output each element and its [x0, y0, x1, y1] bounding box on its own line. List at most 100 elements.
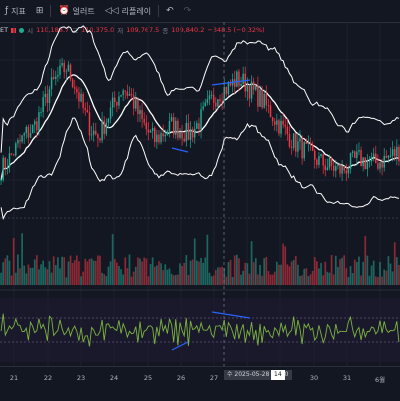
volume-bar: [231, 277, 234, 285]
candle-body: [286, 126, 289, 135]
candle-body: [57, 74, 59, 77]
high-value: 110,375.0: [81, 26, 115, 34]
candle-body: [244, 73, 246, 92]
volume-bar: [145, 258, 148, 285]
volume-bar: [94, 260, 97, 285]
candle-body: [217, 99, 219, 107]
redo-button[interactable]: ↷: [179, 0, 197, 22]
volume-bar: [172, 275, 175, 285]
undo-icon: ↶: [166, 6, 174, 16]
volume-bar: [65, 277, 68, 285]
volume-bar: [124, 257, 127, 285]
volume-bar: [31, 267, 34, 285]
volume-bar: [134, 266, 137, 285]
candle-body: [210, 94, 213, 96]
candle-body: [320, 153, 322, 157]
volume-bar: [301, 275, 303, 285]
candle-body: [215, 102, 217, 107]
low-value: 109,767.5: [126, 26, 160, 34]
candle-body: [240, 83, 242, 87]
volume-bar: [311, 270, 314, 285]
volume-bar: [0, 272, 2, 285]
alert-button[interactable]: ⏰ 얼러트: [53, 0, 99, 22]
candle-body: [122, 90, 124, 96]
candle-body: [46, 93, 49, 104]
candle-body: [107, 118, 110, 123]
replay-label: 리플레이: [121, 6, 152, 16]
candle-body: [34, 121, 36, 125]
volume-bar: [143, 257, 146, 285]
candle-body: [82, 94, 84, 109]
volume-bar: [282, 243, 284, 285]
volume-bar: [227, 262, 230, 285]
bollinger-bands: [0, 25, 400, 221]
candle-body: [80, 94, 82, 102]
volume-bar: [191, 259, 194, 285]
change-value: −348.5 (−0.32%): [207, 26, 265, 34]
candle-body: [160, 133, 162, 143]
volume-bar: [210, 276, 213, 285]
candle-body: [324, 165, 326, 171]
candle-body: [330, 157, 333, 166]
candle-body: [242, 73, 244, 84]
volume-bar: [92, 260, 95, 285]
alarm-clock-icon: ⏰: [58, 6, 70, 16]
candle-body: [194, 128, 196, 138]
candle-body: [52, 76, 55, 79]
price-chart[interactable]: [0, 0, 400, 366]
candle-body: [250, 81, 253, 99]
volume-bar: [261, 275, 263, 285]
volume-bar: [46, 269, 49, 285]
time-axis[interactable]: 21 22 23 24 25 26 27 30 31 6월 수 2025-05-28 03:00 …: [0, 366, 400, 401]
candle-body: [164, 134, 166, 137]
time-axis-label: 6월: [374, 376, 386, 384]
volume-bar: [6, 255, 9, 285]
candle-body: [187, 122, 190, 140]
replay-button[interactable]: ◁◁ 리플레이: [100, 0, 156, 22]
candle-body: [128, 93, 131, 96]
candle-body: [101, 120, 103, 141]
candle-body: [71, 79, 74, 88]
volume-bar: [105, 276, 108, 285]
volume-bar: [217, 267, 219, 285]
undo-button[interactable]: ↶: [161, 0, 179, 22]
candle-body: [278, 120, 280, 134]
candle-body: [274, 121, 276, 125]
candle-body: [59, 65, 61, 75]
volume-bar: [19, 268, 21, 285]
candle-body: [265, 93, 268, 106]
volume-bar: [103, 274, 106, 285]
volume-bar: [212, 275, 215, 285]
candle-body: [6, 167, 9, 169]
volume-bar: [309, 274, 312, 285]
candle-body: [227, 82, 230, 95]
volume-bar: [219, 267, 221, 285]
volume-bar: [168, 268, 171, 285]
volume-bar: [259, 264, 261, 285]
indicators-button[interactable]: ƒ 지표: [0, 0, 31, 22]
candle-body: [162, 133, 164, 137]
candlestick-series: [0, 57, 400, 185]
volume-bar: [316, 261, 318, 285]
candle-body: [269, 105, 272, 118]
time-axis-label: 22: [43, 374, 53, 382]
volume-bar: [76, 255, 78, 285]
candle-body: [347, 168, 350, 174]
volume-bar: [280, 264, 282, 285]
volume-bar: [153, 266, 156, 285]
time-axis-label: 23: [76, 374, 86, 382]
candle-body: [25, 126, 28, 134]
candle-body: [311, 145, 314, 151]
volume-bar: [374, 276, 377, 285]
candle-body: [396, 146, 398, 157]
layout-button[interactable]: ⊞: [31, 0, 49, 22]
volume-bar: [132, 271, 135, 285]
candle-body: [238, 71, 240, 87]
volume-bar: [385, 270, 388, 285]
volume-bar: [52, 256, 55, 285]
candle-body: [297, 141, 299, 152]
candle-body: [339, 164, 341, 174]
candle-body: [219, 99, 221, 102]
candle-body: [185, 122, 188, 142]
candle-body: [168, 120, 171, 132]
